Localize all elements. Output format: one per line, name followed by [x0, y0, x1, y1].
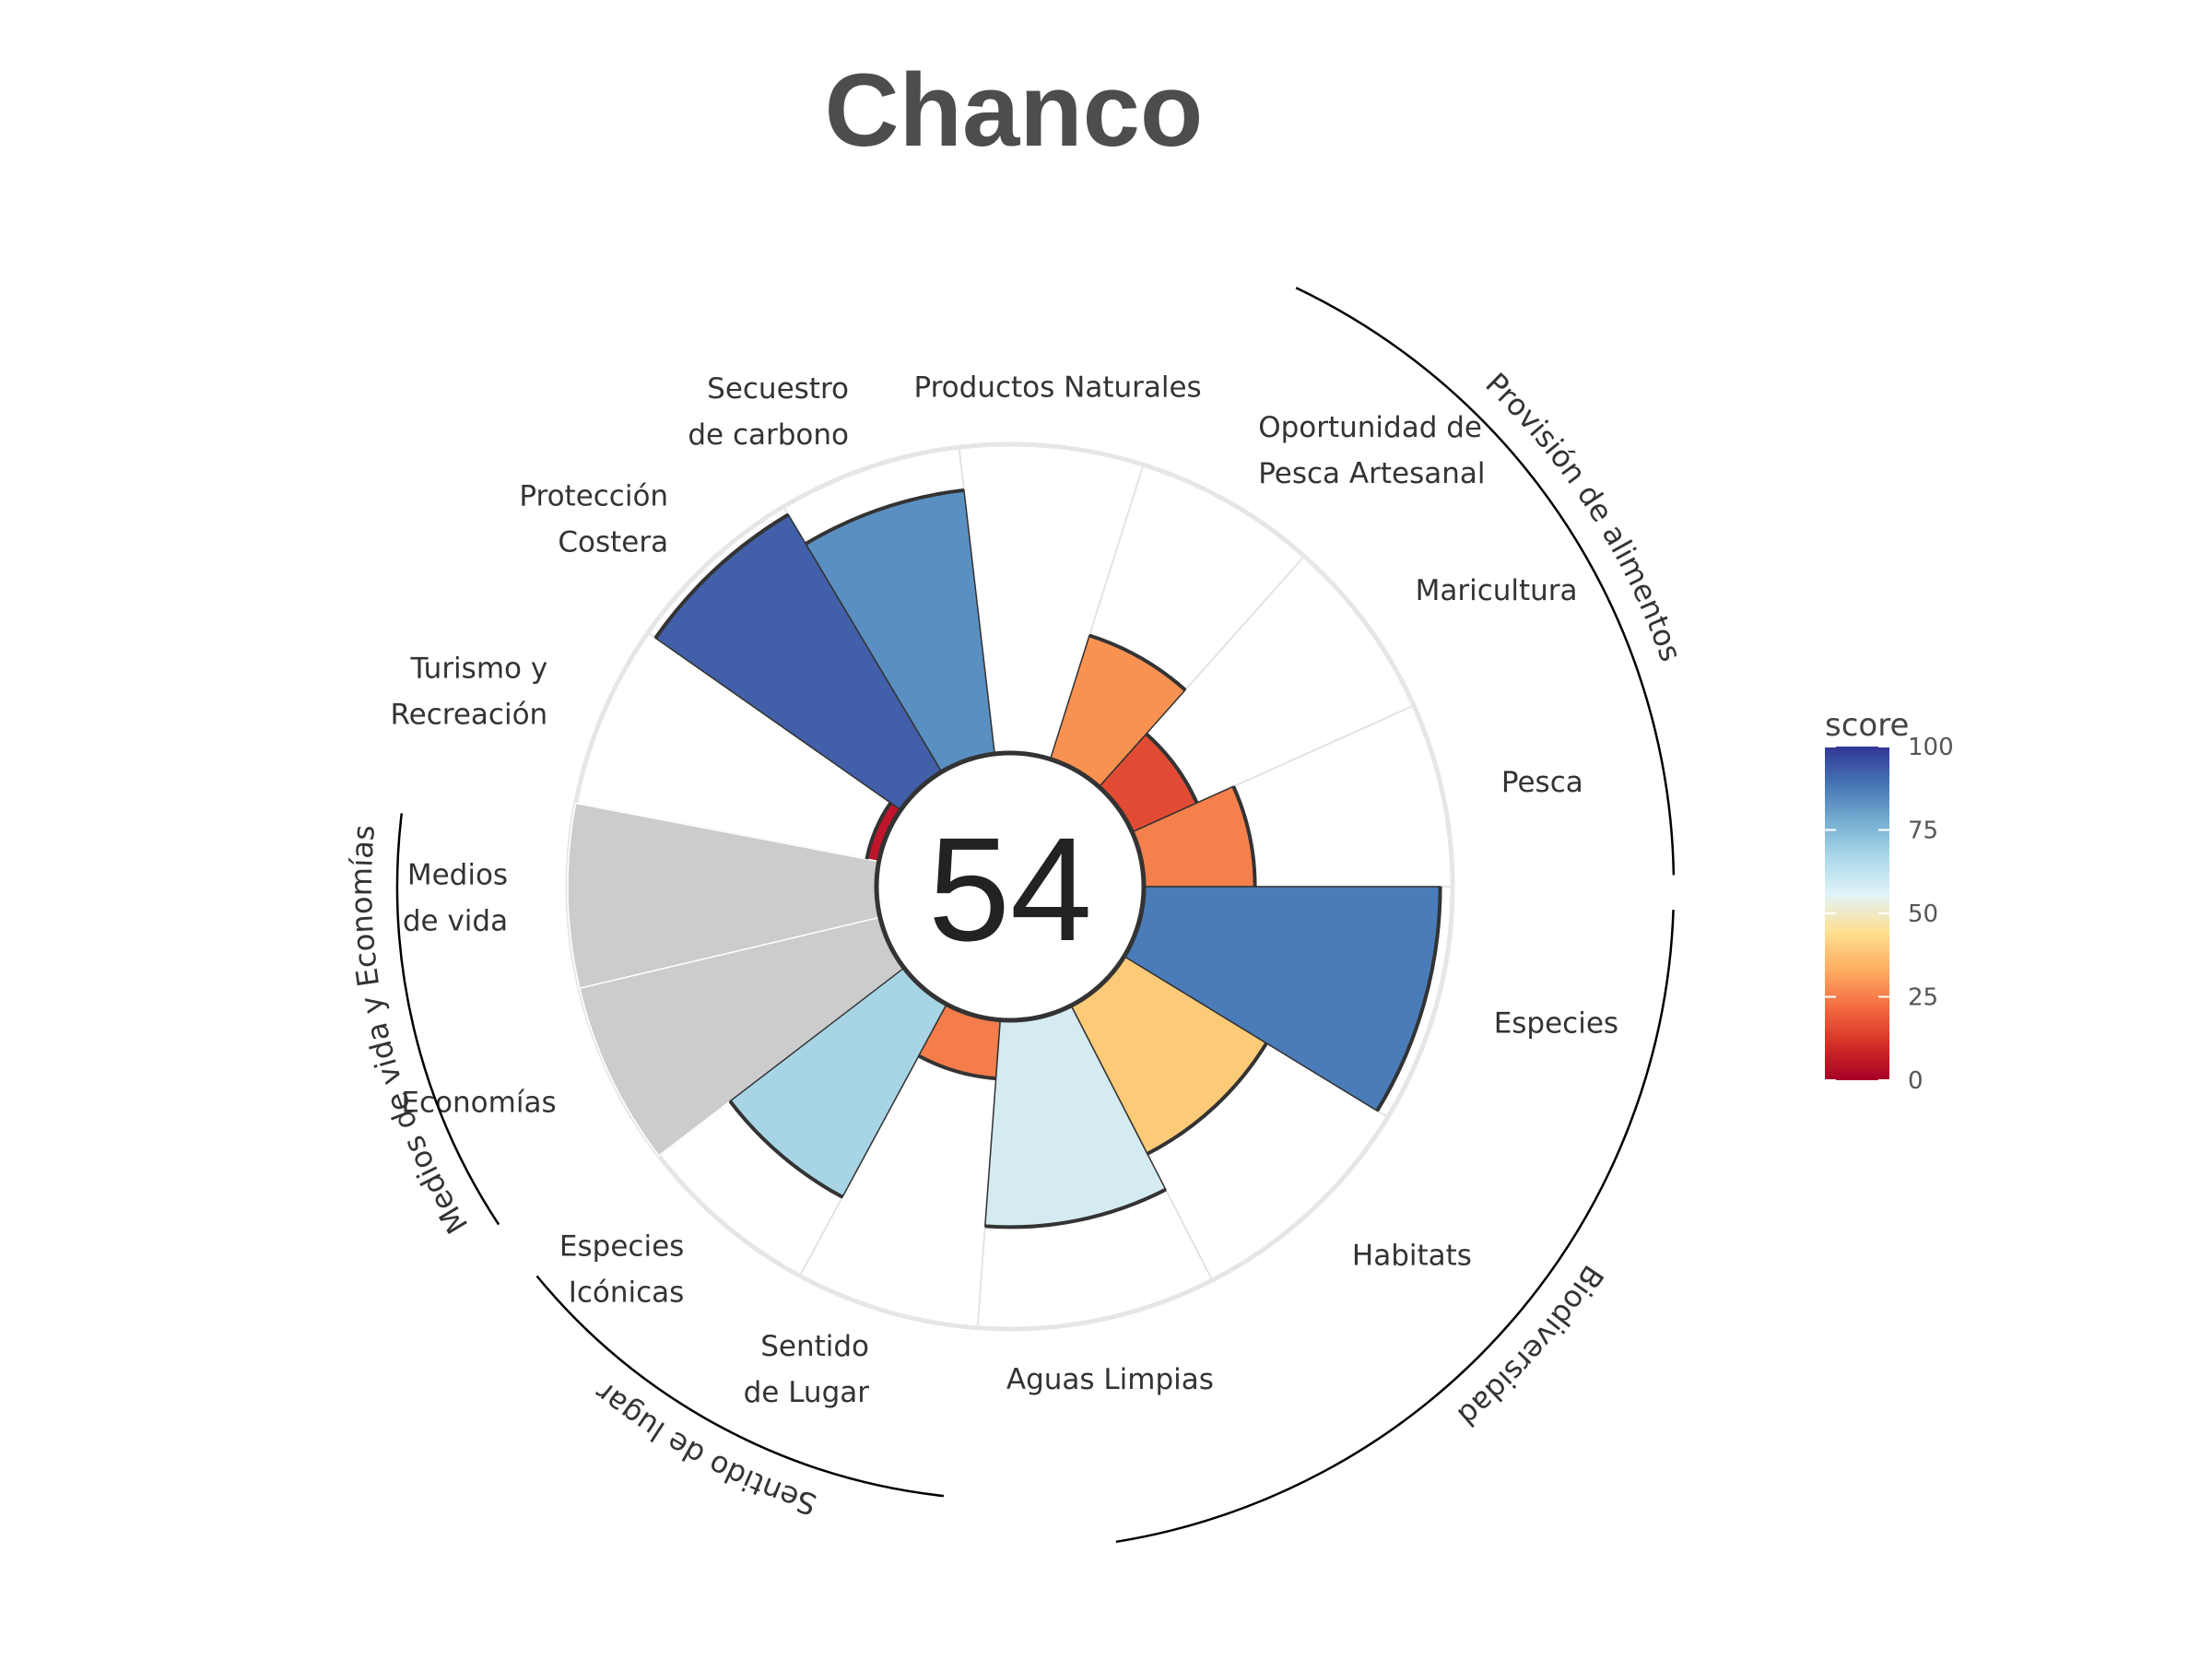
score-legend: score 0 25 50 75 100: [1825, 707, 1954, 1095]
category-label: Secuestro de carbono: [688, 372, 849, 452]
petal-outline: [653, 512, 790, 640]
petal-outline: [728, 1100, 843, 1199]
category-label: Aguas Limpias: [1006, 1363, 1214, 1396]
legend-title: score: [1825, 707, 1909, 744]
category-label: Sentido de Lugar: [744, 1330, 870, 1409]
category-label: Oportunidad de Pesca Artesanal: [1258, 411, 1485, 490]
petal-outline: [1145, 732, 1199, 804]
center-score: 54: [874, 750, 1147, 1023]
category-label: Turismo y Recreación: [391, 653, 548, 732]
category-label: Productos Naturales: [913, 371, 1201, 405]
group-arc: [395, 813, 500, 1226]
chart-title: Chanco: [824, 53, 1204, 168]
category-label: Pesca: [1501, 766, 1583, 799]
category-label: Habitats: [1352, 1239, 1472, 1272]
center-circle: [874, 750, 1147, 1023]
group-arc: [1295, 287, 1676, 876]
overall-score-label: 54: [928, 806, 1092, 971]
legend-tick-label: 50: [1908, 900, 1938, 928]
group-arc: [535, 1275, 945, 1498]
group-label: Biodiversidad: [1451, 1259, 1610, 1433]
group-label: Provisión de alimentos: [1478, 366, 1688, 666]
category-labels: Pesca Maricultura Oportunidad de Pesca Arte…: [391, 371, 1619, 1410]
category-label: Medios de vida: [403, 859, 508, 938]
group-arc: [1115, 910, 1675, 1544]
legend-tick-label: 100: [1908, 734, 1954, 761]
petal-outline: [917, 1053, 996, 1081]
petal-outline: [1375, 886, 1442, 1112]
legend-tick-label: 75: [1908, 818, 1938, 845]
petals: [567, 488, 1442, 1230]
category-label: Especies: [1494, 1007, 1618, 1041]
petal-outline: [1088, 633, 1187, 692]
petal-outline: [1146, 1041, 1268, 1156]
category-label: Protección Costera: [519, 480, 668, 559]
petal-outline: [865, 801, 892, 860]
petal-outline: [984, 1187, 1167, 1230]
category-label: Maricultura: [1416, 574, 1578, 607]
petal-outline: [1231, 785, 1257, 888]
legend-tick-label: 25: [1908, 984, 1938, 1012]
petal-outline: [805, 488, 965, 546]
category-label: Especies Icónicas: [559, 1230, 684, 1310]
category-label: Economías: [401, 1087, 556, 1120]
legend-tick-label: 0: [1908, 1067, 1924, 1095]
